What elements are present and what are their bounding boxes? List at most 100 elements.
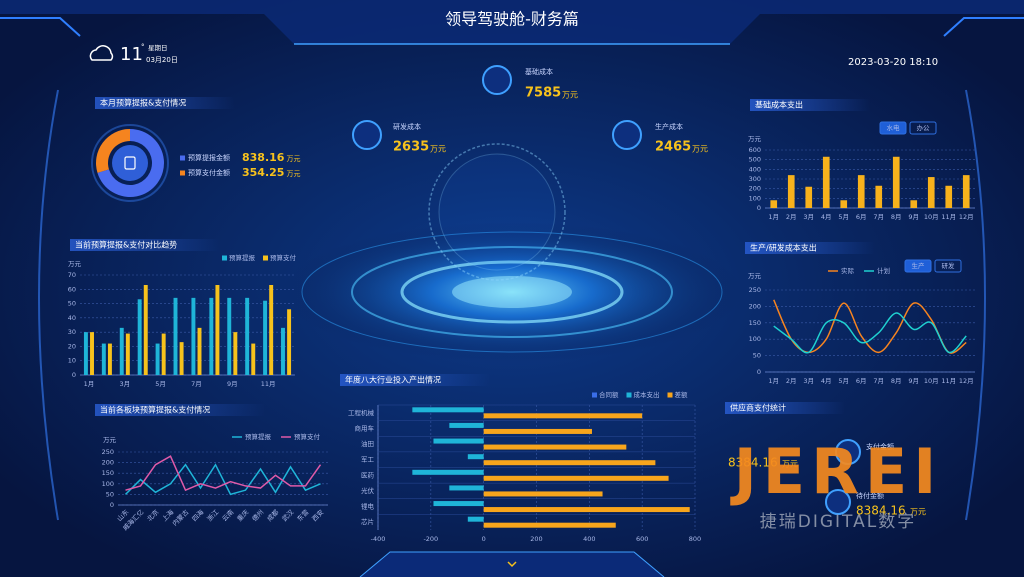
bar: [467, 454, 484, 460]
tab[interactable]: [904, 259, 932, 273]
y-tick-label: 200: [749, 185, 761, 193]
legend-value: 838.16: [242, 151, 285, 164]
kpi: 研发成本 2635 万元: [352, 120, 446, 155]
line: [773, 312, 967, 354]
x-tick-label: 4月: [821, 213, 832, 221]
x-tick-label: 7月: [873, 377, 884, 385]
y-tick-label: 150: [749, 319, 761, 327]
y-tick-label: 0: [72, 371, 76, 379]
y-tick-label: 10: [68, 357, 76, 365]
bar: [892, 156, 900, 208]
x-tick-label: 12月: [959, 377, 974, 385]
tab[interactable]: [934, 259, 962, 273]
x-tick-label: 5月: [155, 380, 166, 388]
x-tick-label: 3月: [803, 213, 814, 221]
stat-label: 支付金额: [866, 442, 894, 451]
y-tick-label: 0: [757, 204, 761, 212]
y-tick-label: 30: [68, 328, 76, 336]
x-tick-label: 11月: [261, 380, 276, 388]
kpi-unit: 万元: [430, 145, 446, 154]
bar: [263, 300, 268, 375]
ring: [400, 260, 624, 324]
title-bar: [340, 374, 490, 386]
x-tick-label: 1月: [84, 380, 95, 388]
bar: [822, 156, 830, 208]
y-tick-label: 100: [749, 335, 761, 343]
kpi-value: 7585: [525, 86, 561, 101]
kpi-icon: [612, 120, 642, 150]
stat-value: 8384.16: [856, 504, 906, 518]
stat-unit: 万元: [782, 460, 798, 469]
bar: [840, 200, 848, 208]
bar: [483, 491, 603, 497]
tab[interactable]: [909, 121, 937, 135]
bar: [137, 299, 142, 375]
x-tick-label: -400: [371, 535, 386, 543]
y-tick-label: 100: [102, 480, 114, 488]
bar: [449, 422, 484, 428]
x-tick-label: 400: [583, 535, 595, 543]
legend-label: 合同额: [599, 390, 619, 399]
tab-label[interactable]: 生产: [912, 261, 926, 270]
temperature: 11: [120, 44, 143, 65]
bar: [281, 327, 285, 375]
x-tick-label: 8月: [891, 213, 902, 221]
tab-label[interactable]: 水电: [887, 123, 901, 132]
kpi-icon: [352, 120, 382, 150]
bar: [107, 343, 112, 375]
bar: [787, 175, 795, 208]
watermark-brand: JEREI: [730, 435, 943, 508]
y-tick-label: 40: [68, 314, 76, 322]
panel-title: 供应商支付统计: [730, 403, 786, 413]
axis-unit: 万元: [103, 436, 117, 444]
tab-label[interactable]: 研发: [942, 261, 956, 270]
bar: [269, 285, 274, 375]
bar: [875, 185, 883, 208]
y-tick-label: 70: [68, 271, 76, 279]
center-decoration: [282, 143, 742, 362]
x-tick-label: 9月: [227, 380, 238, 388]
x-tick-label: 11月: [941, 377, 956, 385]
kpi-unit: 万元: [562, 91, 578, 100]
axis-unit: 万元: [748, 272, 762, 280]
x-tick-label: 0: [482, 535, 486, 543]
x-tick-label: 12月: [959, 213, 974, 221]
sphere-inner: [438, 153, 556, 271]
x-tick-label: 3月: [119, 380, 130, 388]
tab[interactable]: [879, 121, 907, 135]
title-bar: [750, 99, 870, 111]
legend-swatch: [667, 392, 673, 398]
y-tick-label: 医药: [361, 470, 375, 479]
footer-arrow: [507, 561, 517, 568]
bar: [927, 177, 935, 208]
y-tick-label: 商用车: [355, 423, 375, 432]
x-tick-label: 600: [636, 535, 648, 543]
x-tick-label: 10月: [924, 213, 939, 221]
bar: [433, 438, 484, 444]
y-tick-label: 200: [102, 459, 114, 467]
tab-label[interactable]: 办公: [917, 123, 931, 132]
legend-label: 成本支出: [634, 390, 660, 399]
x-tick-label: 4月: [821, 377, 832, 385]
legend-unit: 万元: [286, 155, 300, 163]
y-tick-label: 150: [102, 469, 114, 477]
legend-label: 预算支付: [294, 432, 321, 441]
kpi-label: 研发成本: [393, 122, 421, 131]
legend-unit: 万元: [286, 170, 300, 178]
y-tick-label: 油田: [361, 439, 374, 448]
legend-swatch: [180, 170, 185, 176]
legend-value: 354.25: [242, 166, 284, 179]
x-tick-label: 9月: [908, 213, 919, 221]
stat-value: 8384.16: [728, 456, 778, 470]
bar: [483, 475, 669, 481]
y-tick-label: 400: [749, 165, 761, 173]
y-tick-label: 100: [749, 194, 761, 202]
bar: [125, 333, 130, 375]
x-tick-label: 1月: [768, 377, 779, 385]
x-tick-label: 3月: [803, 377, 814, 385]
bar: [227, 297, 232, 375]
y-tick-label: 50: [68, 300, 76, 308]
bar: [483, 522, 616, 528]
